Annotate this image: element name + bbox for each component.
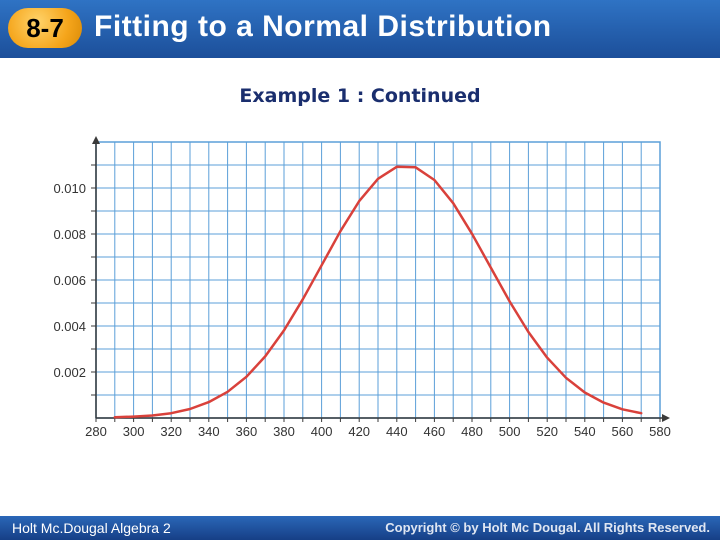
curve-point	[621, 408, 624, 410]
x-axis-arrow	[662, 414, 670, 422]
curve-layer	[113, 165, 643, 419]
curve-point	[321, 264, 323, 266]
y-tick-label: 0.004	[53, 319, 86, 334]
curve-point	[227, 391, 229, 393]
x-tick-label: 340	[198, 424, 220, 439]
curve-point	[339, 230, 341, 232]
curve-point	[640, 412, 642, 414]
curve-point	[208, 401, 210, 403]
curve-point	[133, 416, 135, 418]
y-tick-label: 0.002	[53, 365, 86, 380]
curve-point	[546, 357, 548, 359]
y-tick-label: 0.008	[53, 227, 86, 242]
x-tick-label: 580	[649, 424, 671, 439]
curve-point	[452, 202, 454, 204]
curve-point	[302, 298, 304, 300]
x-tick-label: 480	[461, 424, 483, 439]
x-tick-label: 380	[273, 424, 295, 439]
curve-point	[433, 179, 435, 181]
footer-bar: Holt Mc.Dougal Algebra 2 Copyright © by …	[0, 516, 720, 540]
x-tick-label: 300	[123, 424, 145, 439]
y-tick-label: 0.006	[53, 273, 86, 288]
curve-point	[114, 416, 116, 418]
curve-point	[396, 166, 398, 168]
x-tick-label: 400	[311, 424, 333, 439]
x-tick-label: 560	[612, 424, 634, 439]
curve-point	[283, 329, 285, 331]
y-tick-label: 0.010	[53, 181, 86, 196]
axes	[91, 136, 670, 422]
x-tick-label: 360	[236, 424, 258, 439]
slide-title: Fitting to a Normal Distribution	[94, 10, 552, 43]
curve-point	[245, 376, 247, 378]
curve-point	[377, 178, 379, 180]
curve-point	[415, 166, 417, 168]
y-axis-arrow	[92, 136, 100, 144]
footer-copyright: Copyright © by Holt Mc Dougal. All Right…	[385, 520, 710, 535]
slide-subtitle: Example 1 : Continued	[239, 85, 481, 107]
grid	[95, 141, 661, 419]
footer-publisher: Holt Mc.Dougal Algebra 2	[12, 520, 171, 536]
lesson-badge: 8-7	[8, 8, 82, 48]
normal-distribution-chart: 280 300 320 340 360 380 400 420 440 460 480 500 520 5…	[53, 136, 671, 439]
x-tick-label: 540	[574, 424, 596, 439]
curve-point	[471, 233, 473, 235]
curve-point	[527, 331, 530, 333]
curve-point	[509, 300, 511, 302]
x-tick-label: 520	[536, 424, 558, 439]
x-tick-label: 420	[348, 424, 370, 439]
x-tick-label: 460	[424, 424, 446, 439]
tick-labels: 280 300 320 340 360 380 400 420 440 460 480 500 520 5…	[53, 181, 670, 439]
curve-point	[189, 408, 191, 410]
curve-point	[490, 266, 492, 269]
x-tick-label: 440	[386, 424, 408, 439]
curve-point	[170, 412, 172, 414]
x-tick-label: 500	[499, 424, 521, 439]
header-bar: 8-7 Fitting to a Normal Distribution	[0, 0, 720, 58]
curve-point	[565, 377, 567, 379]
x-tick-label: 280	[85, 424, 107, 439]
curve-point	[264, 355, 266, 357]
curve-point	[358, 200, 360, 202]
curve-point	[603, 401, 605, 404]
curve-point	[584, 391, 586, 394]
x-tick-label: 320	[160, 424, 182, 439]
curve-point	[151, 414, 153, 417]
